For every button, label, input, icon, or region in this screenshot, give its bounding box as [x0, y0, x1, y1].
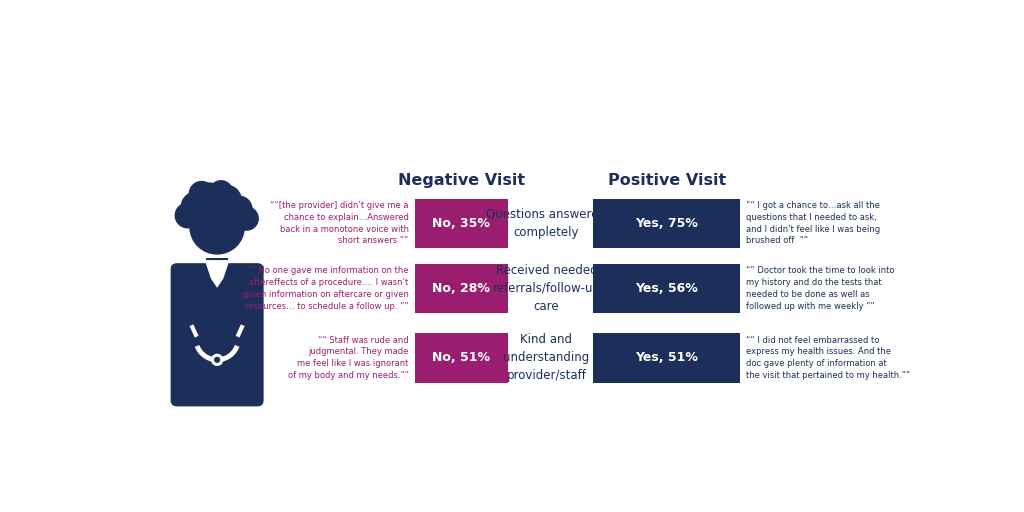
Text: Yes, 51%: Yes, 51% [635, 351, 698, 365]
Polygon shape [205, 260, 229, 288]
Circle shape [194, 183, 225, 214]
FancyBboxPatch shape [593, 333, 740, 382]
FancyBboxPatch shape [415, 264, 508, 313]
Text: Negative Visit: Negative Visit [397, 173, 525, 188]
Circle shape [214, 357, 220, 363]
Circle shape [212, 185, 241, 215]
FancyBboxPatch shape [593, 264, 740, 313]
FancyBboxPatch shape [206, 258, 228, 281]
Text: ““[the provider] didn’t give me a
chance to explain…Answered
back in a monotone : ““[the provider] didn’t give me a chance… [270, 201, 409, 245]
Text: ““ Staff was rude and
judgmental. They made
me feel like I was ignorant
of my bo: ““ Staff was rude and judgmental. They m… [288, 336, 409, 380]
Text: No, 51%: No, 51% [432, 351, 490, 365]
FancyBboxPatch shape [171, 263, 263, 407]
Circle shape [211, 354, 223, 366]
Text: Kind and
understanding
provider/staff: Kind and understanding provider/staff [504, 333, 590, 382]
Text: Questions answered
completely: Questions answered completely [486, 208, 606, 239]
Circle shape [181, 193, 209, 220]
Circle shape [225, 196, 252, 222]
FancyBboxPatch shape [415, 333, 508, 382]
Text: ““ I did not feel embarrassed to
express my health issues. And the
doc gave plen: ““ I did not feel embarrassed to express… [746, 336, 910, 380]
Circle shape [209, 181, 232, 204]
Circle shape [190, 200, 245, 254]
Circle shape [175, 203, 200, 228]
Text: ““ No one gave me information on the
aftereffects of a procedure…. I wasn’t
give: ““ No one gave me information on the aft… [243, 266, 409, 311]
Text: Received needed
referrals/follow-up
care: Received needed referrals/follow-up care [493, 264, 600, 313]
Text: ““ Doctor took the time to look into
my history and do the tests that
needed to : ““ Doctor took the time to look into my … [746, 266, 895, 311]
FancyBboxPatch shape [593, 199, 740, 248]
Circle shape [234, 207, 258, 230]
Text: Positive Visit: Positive Visit [607, 173, 726, 188]
Text: No, 35%: No, 35% [432, 217, 490, 230]
Text: Yes, 56%: Yes, 56% [635, 282, 698, 295]
Circle shape [189, 182, 214, 206]
Polygon shape [206, 260, 228, 277]
Text: ““ I got a chance to…ask all the
questions that I needed to ask,
and I didn’t fe: ““ I got a chance to…ask all the questio… [746, 201, 881, 245]
Text: No, 28%: No, 28% [432, 282, 490, 295]
Text: Yes, 75%: Yes, 75% [635, 217, 698, 230]
FancyBboxPatch shape [415, 199, 508, 248]
